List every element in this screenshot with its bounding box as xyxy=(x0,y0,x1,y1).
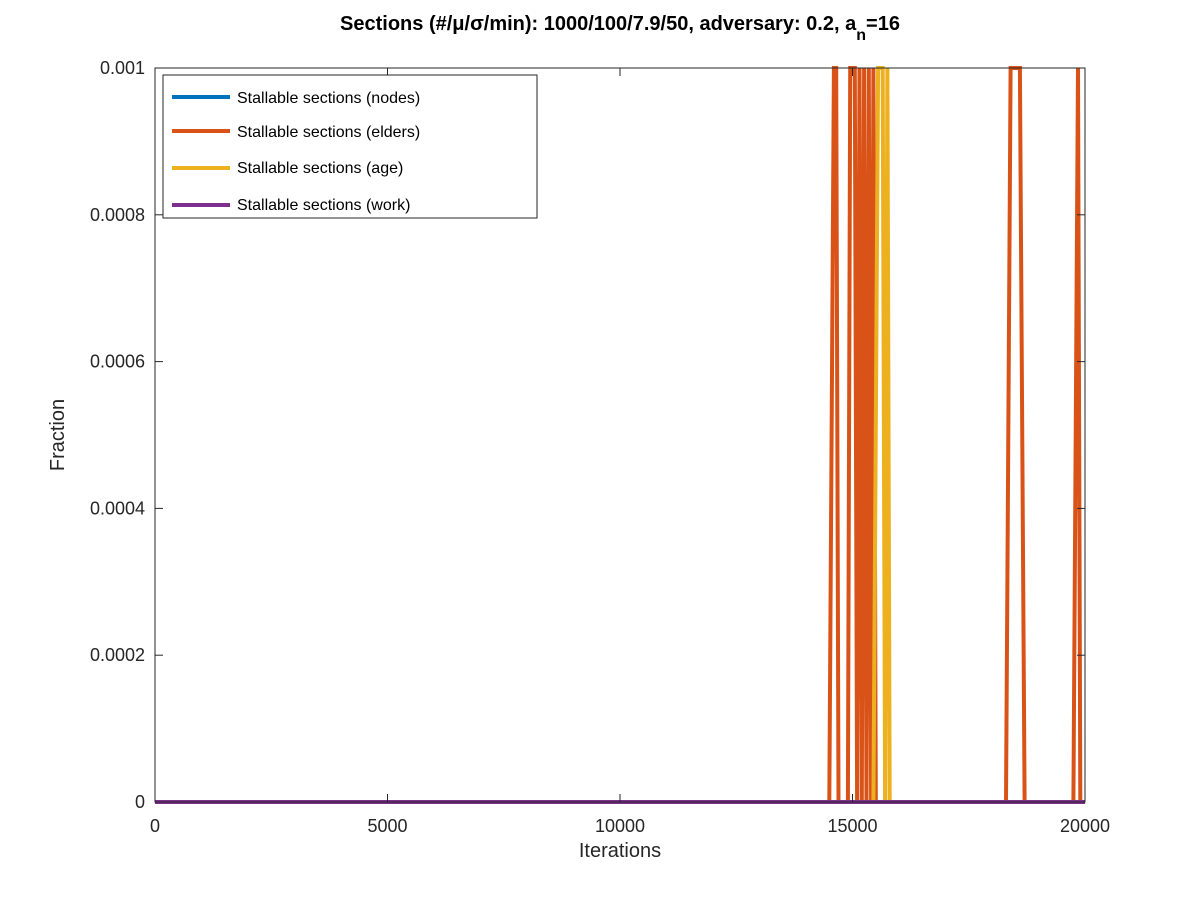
y-tick-label: 0.0006 xyxy=(90,352,145,372)
legend-label-elders: Stallable sections (elders) xyxy=(237,124,420,141)
y-axis: 0 0.0002 0.0004 0.0006 0.0008 0.001 xyxy=(90,58,1085,812)
y-tick-label: 0.001 xyxy=(100,58,145,78)
legend-label-age: Stallable sections (age) xyxy=(237,160,403,177)
chart-title-tail: =16 xyxy=(866,13,900,35)
x-tick-label: 5000 xyxy=(367,816,407,836)
x-axis-label: Iterations xyxy=(579,840,661,862)
legend-label-work: Stallable sections (work) xyxy=(237,197,410,214)
x-tick-label: 20000 xyxy=(1060,816,1110,836)
x-tick-label: 0 xyxy=(150,816,160,836)
series-line-age xyxy=(155,66,1085,804)
y-axis-label: Fraction xyxy=(47,399,69,471)
x-axis: 0 5000 10000 15000 20000 xyxy=(150,68,1110,836)
y-tick-label: 0.0008 xyxy=(90,205,145,225)
legend: Stallable sections (nodes) Stallable sec… xyxy=(162,74,538,219)
chart-title: Sections (#/μ/σ/min): 1000/100/7.9/50, a… xyxy=(340,13,900,44)
x-tick-label: 10000 xyxy=(595,816,645,836)
legend-label-nodes: Stallable sections (nodes) xyxy=(237,90,420,107)
y-tick-label: 0.0002 xyxy=(90,645,145,665)
chart-title-subscript: n xyxy=(856,27,866,44)
y-tick-label: 0 xyxy=(135,792,145,812)
y-tick-label: 0.0004 xyxy=(90,498,145,518)
x-tick-label: 15000 xyxy=(827,816,877,836)
chart-title-main: Sections (#/μ/σ/min): 1000/100/7.9/50, a… xyxy=(340,13,857,35)
